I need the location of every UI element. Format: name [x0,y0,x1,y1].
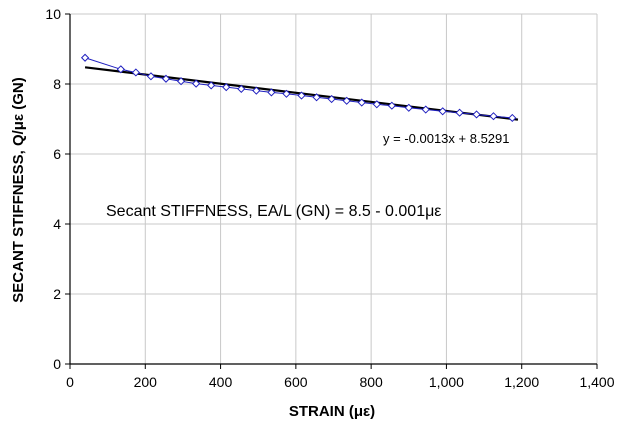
y-tick-label: 10 [45,6,61,22]
data-point [146,72,156,81]
data-series-line [84,57,513,119]
data-point [387,101,396,110]
secant-annotation: Secant STIFFNESS, EA/L (GN) = 8.5 - 0.00… [106,203,441,220]
data-point [191,79,201,88]
x-tick-label: 1,000 [429,374,464,390]
y-tick-label: 6 [53,146,61,162]
data-point [116,65,125,74]
data-point [80,53,90,62]
data-point [455,108,464,117]
data-point [327,94,336,104]
data-point [237,84,246,94]
equation-label: y = -0.0013x + 8.5291 [383,131,509,146]
tick-labels: 0 200 400 600 800 1,000 1,200 1,400 0 2 4 6 8 10 [45,6,614,390]
axes [65,13,598,369]
y-tick-label: 0 [53,356,61,372]
x-tick-label: 1,200 [504,374,539,390]
data-point [421,105,430,114]
data-point [508,113,517,123]
data-point [282,89,291,98]
data-point [297,91,306,100]
x-tick-label: 200 [134,374,158,390]
data-point [438,107,447,116]
gridlines [69,13,598,365]
data-point [404,103,413,112]
data-point [489,112,498,121]
data-point [267,88,276,97]
data-point [357,98,366,107]
y-tick-label: 2 [53,286,61,302]
x-tick-label: 1,400 [579,374,614,390]
y-tick-label: 4 [53,216,61,232]
data-point [131,68,140,77]
series-group [80,53,517,123]
data-point [472,110,481,119]
x-tick-label: 800 [359,374,383,390]
data-point [312,93,321,102]
data-point [252,86,261,95]
y-axis-title: SECANT STIFFNESS, Q/με (GN) [10,77,27,302]
data-point [342,96,351,105]
data-point [207,81,216,90]
data-point [176,77,186,86]
data-point [161,74,171,83]
data-point [372,100,381,109]
x-tick-label: 600 [284,374,308,390]
x-tick-label: 400 [209,374,233,390]
y-tick-label: 8 [53,76,61,92]
x-axis-title: STRAIN (με) [289,403,375,420]
x-tick-label: 0 [66,374,74,390]
data-point [222,83,231,92]
